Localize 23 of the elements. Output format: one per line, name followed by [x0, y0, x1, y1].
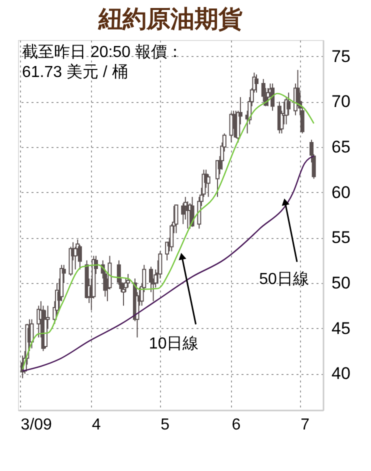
candlestick — [254, 74, 258, 94]
y-tick-label: 45 — [332, 318, 350, 338]
y-tick-label: 65 — [332, 138, 350, 157]
y-tick-label: 70 — [332, 92, 350, 112]
x-tick-label: 5 — [160, 416, 170, 434]
y-tick-label: 55 — [332, 228, 350, 248]
candlestick — [126, 273, 130, 288]
annotation: 50日線 — [259, 270, 309, 288]
x-tick-label: 4 — [92, 416, 101, 434]
candlestick — [158, 250, 162, 280]
candlestick — [229, 112, 234, 143]
y-tick-label: 50 — [332, 274, 350, 293]
candlestick — [121, 282, 126, 306]
candlestick — [206, 174, 210, 198]
x-tick-label: 7 — [300, 416, 310, 434]
y-tick-label: 40 — [332, 364, 350, 384]
x-tick-label: 6 — [232, 416, 241, 434]
x-tick-label: 3/09 — [20, 416, 52, 434]
chart-title: 紐約原油期貨 — [98, 6, 242, 33]
y-tick-label: 75 — [332, 46, 350, 66]
annotation: 10日線 — [148, 335, 199, 352]
annotation: 截至昨日 20:50 報價： 61.73 美元 / 桶 — [22, 43, 183, 81]
y-tick-label: 60 — [332, 182, 350, 202]
